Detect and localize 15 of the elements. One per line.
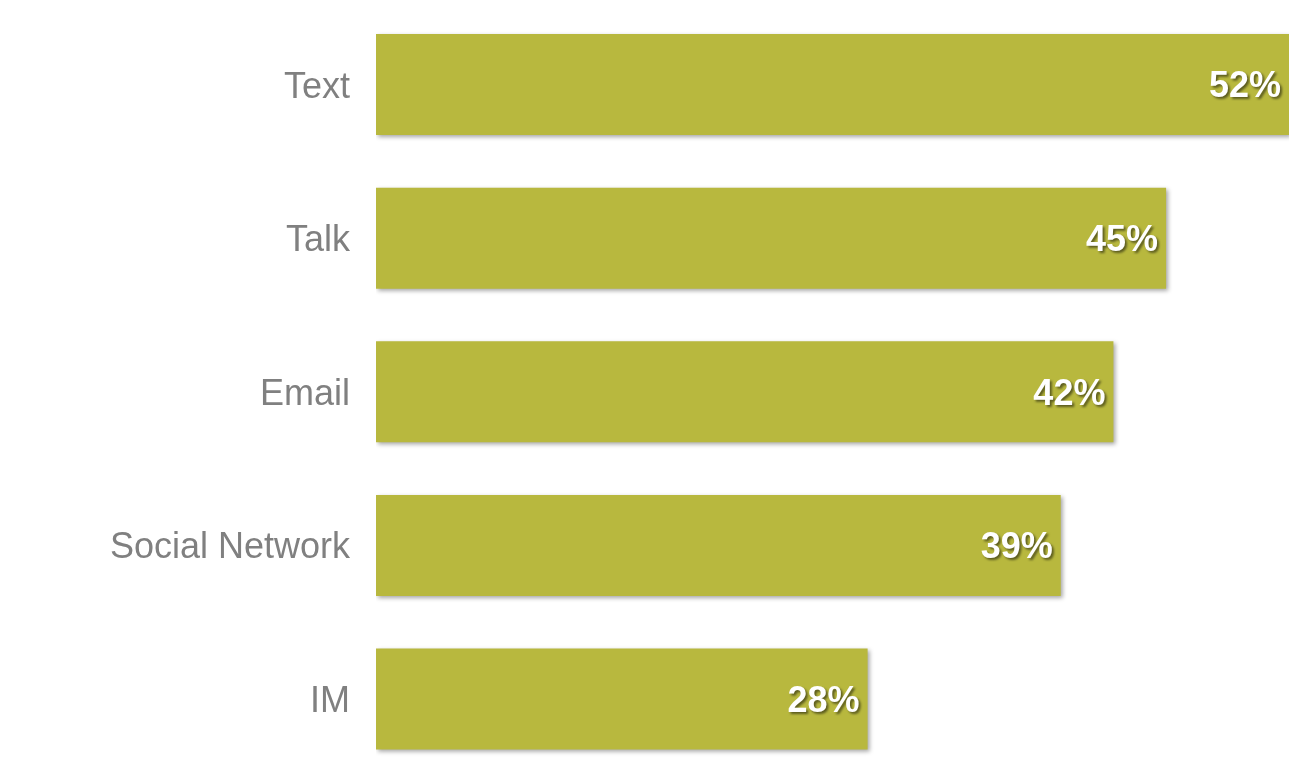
data-label: 39% — [980, 525, 1053, 567]
data-label: 52% — [1208, 64, 1281, 106]
y-tick-label: Social Network — [109, 525, 351, 567]
y-tick-label: Talk — [285, 218, 351, 260]
bar — [376, 494, 1061, 596]
bar — [376, 187, 1167, 289]
y-tick-label: IM — [310, 678, 350, 720]
bar — [376, 341, 1114, 443]
data-label: 45% — [1086, 217, 1159, 259]
bar — [376, 648, 868, 750]
y-tick-label: Text — [283, 64, 350, 106]
bar — [376, 34, 1289, 136]
data-label: 42% — [1033, 371, 1106, 413]
y-tick-label: Email — [259, 371, 350, 413]
data-label: 28% — [787, 678, 860, 720]
